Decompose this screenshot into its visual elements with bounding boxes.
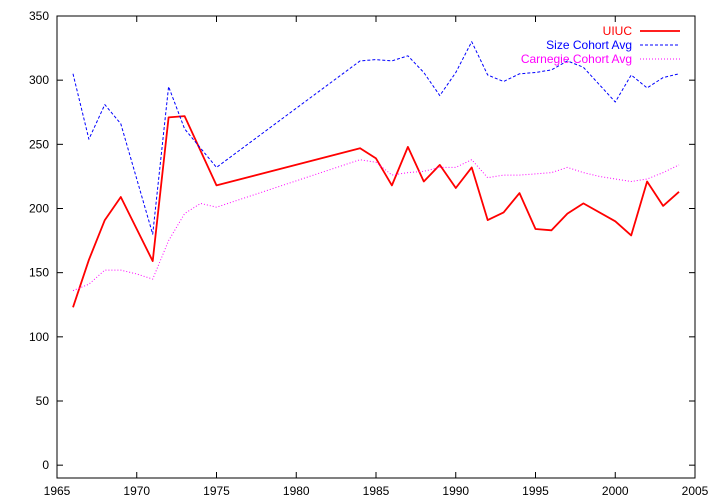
y-tick-label: 200	[29, 202, 49, 216]
series-line-carnegie-cohort-avg	[72, 159, 680, 292]
x-tick-label: 1990	[442, 484, 469, 498]
series-line-uiuc	[72, 115, 680, 308]
y-tick-label: 250	[29, 137, 49, 151]
legend-label: Size Cohort Avg	[546, 38, 632, 52]
x-tick-label: 1985	[363, 484, 390, 498]
tick-marks	[56, 15, 696, 478]
legend-label: Carnegie Cohort Avg	[521, 52, 632, 66]
x-tick-label: 1965	[44, 484, 71, 498]
y-tick-label: 350	[29, 9, 49, 23]
x-tick-label: 2000	[602, 484, 629, 498]
x-tick-label: 1980	[283, 484, 310, 498]
y-tick-label: 150	[29, 266, 49, 280]
x-tick-label: 1995	[522, 484, 549, 498]
plot-frame	[56, 15, 696, 479]
legend-label: UIUC	[603, 24, 633, 38]
y-tick-label: 0	[42, 458, 49, 472]
series-line-size-cohort-avg	[72, 41, 680, 235]
x-tick-label: 1975	[203, 484, 230, 498]
y-tick-label: 100	[29, 330, 49, 344]
y-tick-label: 300	[29, 73, 49, 87]
y-tick-label: 50	[36, 394, 50, 408]
x-tick-label: 2005	[682, 484, 709, 498]
x-tick-label: 1970	[123, 484, 150, 498]
series-group	[72, 41, 680, 308]
tick-labels: 1965 1970 1975 1980 1985 1990 1995 2000 2005 0 50 1…	[29, 9, 709, 498]
